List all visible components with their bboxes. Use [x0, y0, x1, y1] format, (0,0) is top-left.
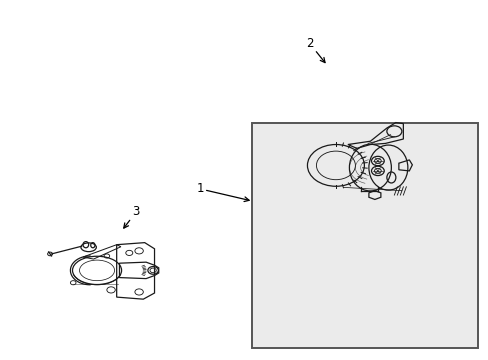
- Text: 2: 2: [305, 37, 325, 63]
- Text: 3: 3: [123, 206, 140, 228]
- Bar: [251, 123, 477, 348]
- Text: 1: 1: [196, 183, 248, 202]
